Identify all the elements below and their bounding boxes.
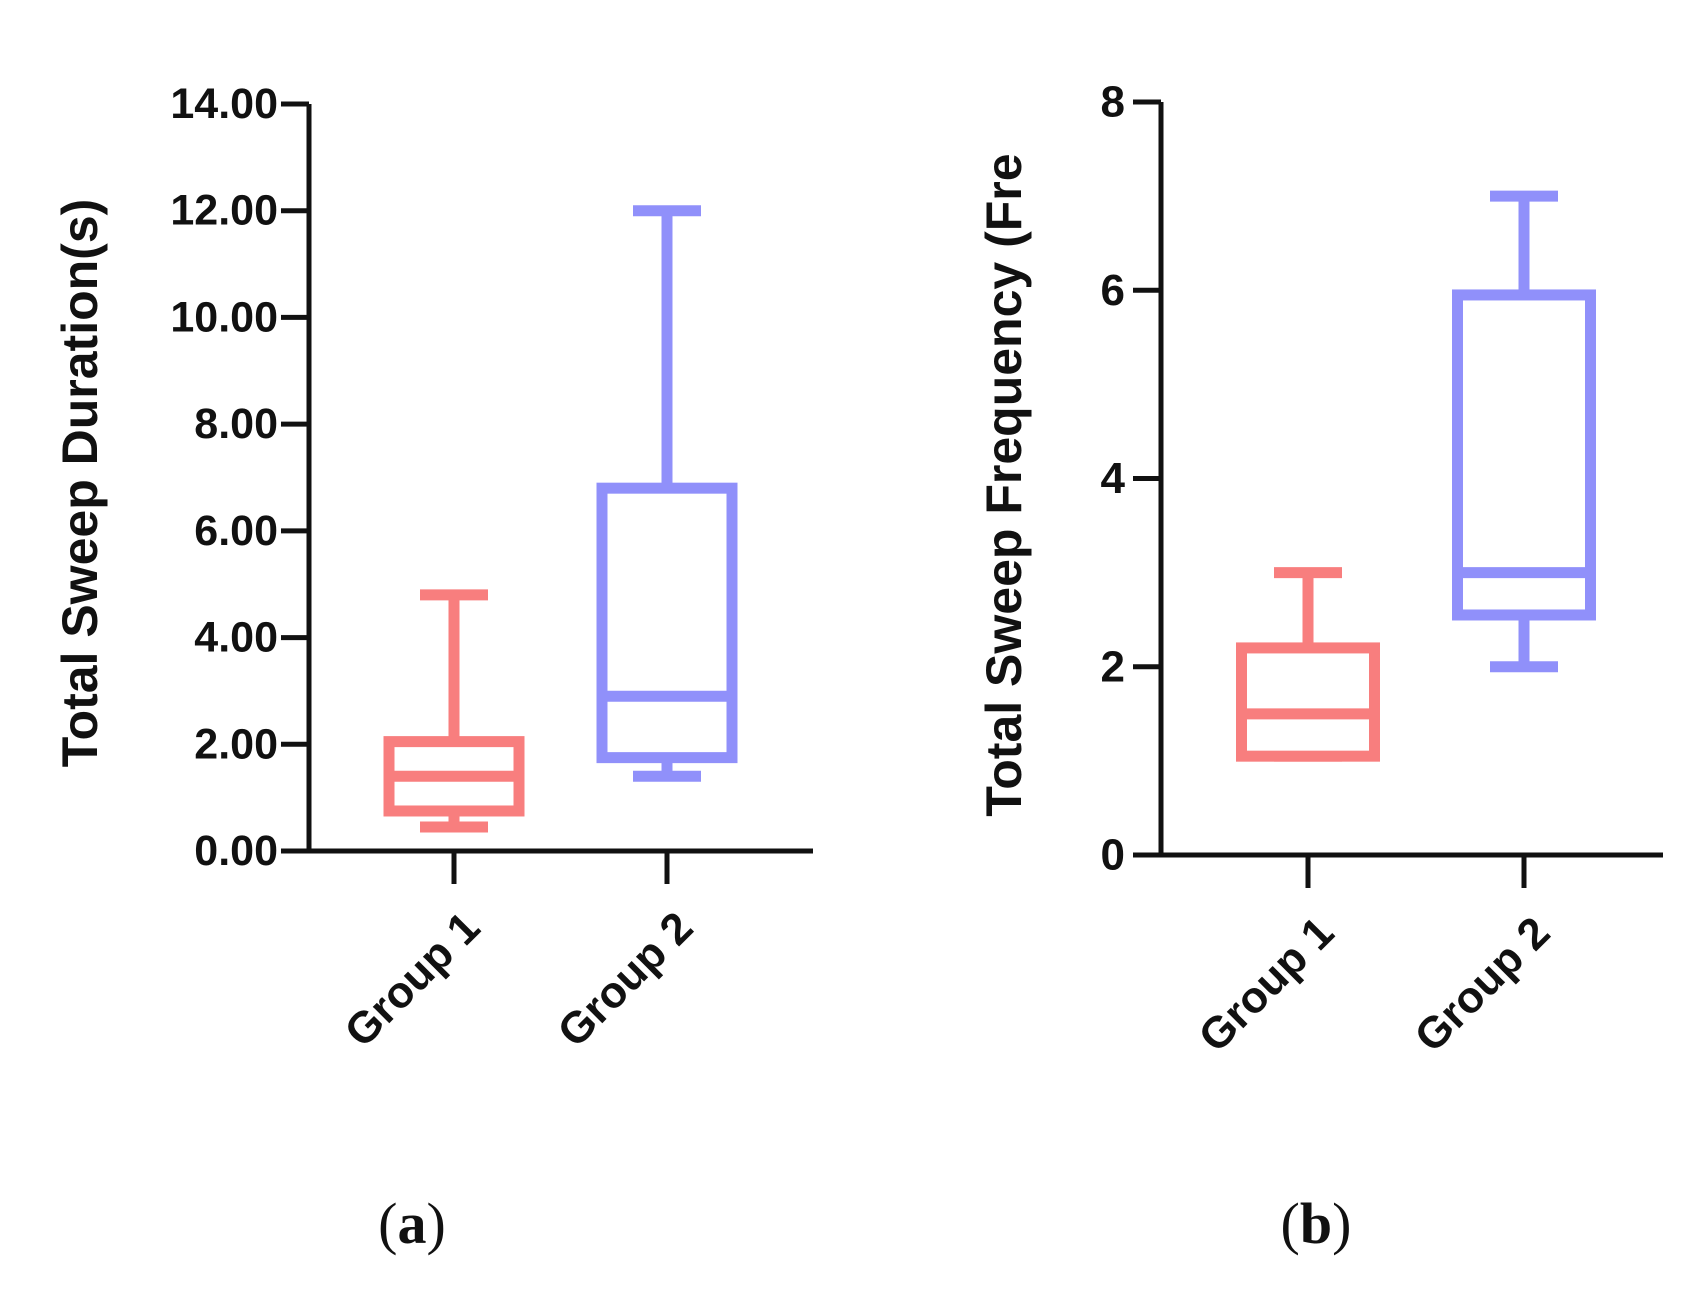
y-tick-label: 0	[1101, 831, 1125, 880]
y-tick-label: 10.00	[170, 293, 278, 341]
panel-label-letter: a	[398, 1191, 427, 1256]
iqr-box	[596, 482, 738, 764]
panel-label-letter: b	[1300, 1191, 1332, 1256]
y-tick-label: 0.00	[194, 827, 278, 875]
box-plots	[383, 205, 738, 833]
iqr-box	[1236, 642, 1380, 762]
y-tick-label: 2.00	[194, 720, 278, 768]
y-tick-label: 2	[1101, 642, 1125, 691]
box-group-2	[596, 205, 738, 782]
box-plots	[1236, 190, 1596, 762]
box-group-2	[1452, 190, 1596, 673]
y-tick-label: 12.00	[170, 187, 278, 235]
panel-label: (b)	[1281, 1191, 1352, 1256]
y-tick-label: 6.00	[194, 507, 278, 555]
y-tick-label: 6	[1101, 266, 1125, 315]
iqr-box	[1452, 289, 1596, 621]
y-axis-ticks: 0.00 2.00 4.00 6.00 8.00 10.00 12.00 14.00	[170, 80, 309, 875]
y-axis-ticks: 0 2 4 6 8	[1101, 78, 1161, 880]
y-axis-title: Total Sweep Duration(s)	[52, 199, 108, 768]
y-tick-label: 8.00	[194, 400, 278, 448]
y-tick-label: 4	[1101, 454, 1126, 503]
panel-label: (a)	[378, 1191, 446, 1256]
y-tick-label: 8	[1101, 78, 1125, 127]
y-tick-label: 14.00	[170, 80, 278, 128]
box-group-1	[383, 589, 525, 833]
box-group-1	[1236, 567, 1380, 762]
y-axis-title: Total Sweep Frequency (Fre	[976, 153, 1032, 816]
y-tick-label: 4.00	[194, 614, 278, 662]
